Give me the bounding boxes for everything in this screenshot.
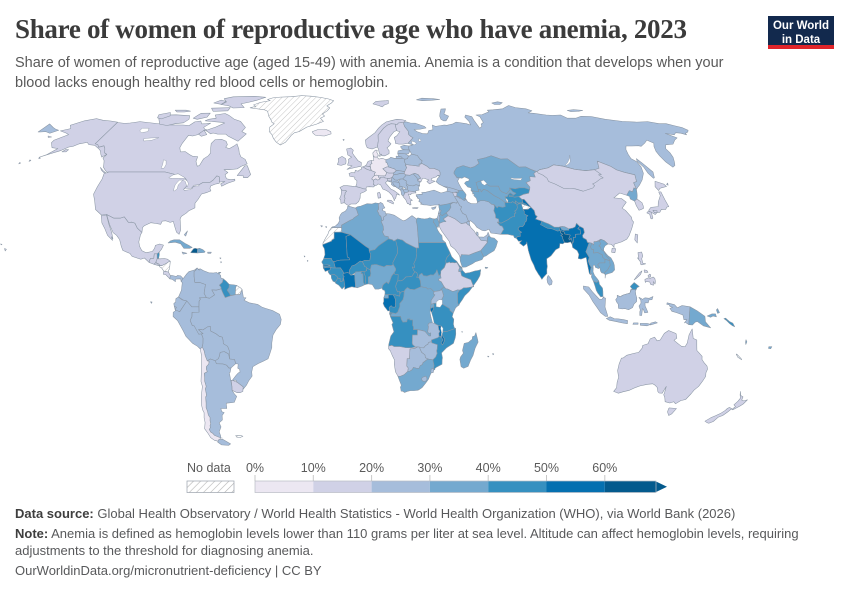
- svg-text:No data: No data: [187, 461, 231, 475]
- svg-text:10%: 10%: [301, 461, 326, 475]
- svg-text:0%: 0%: [246, 461, 264, 475]
- svg-text:50%: 50%: [534, 461, 559, 475]
- svg-text:40%: 40%: [476, 461, 501, 475]
- svg-text:60%: 60%: [592, 461, 617, 475]
- svg-text:30%: 30%: [417, 461, 442, 475]
- svg-text:20%: 20%: [359, 461, 384, 475]
